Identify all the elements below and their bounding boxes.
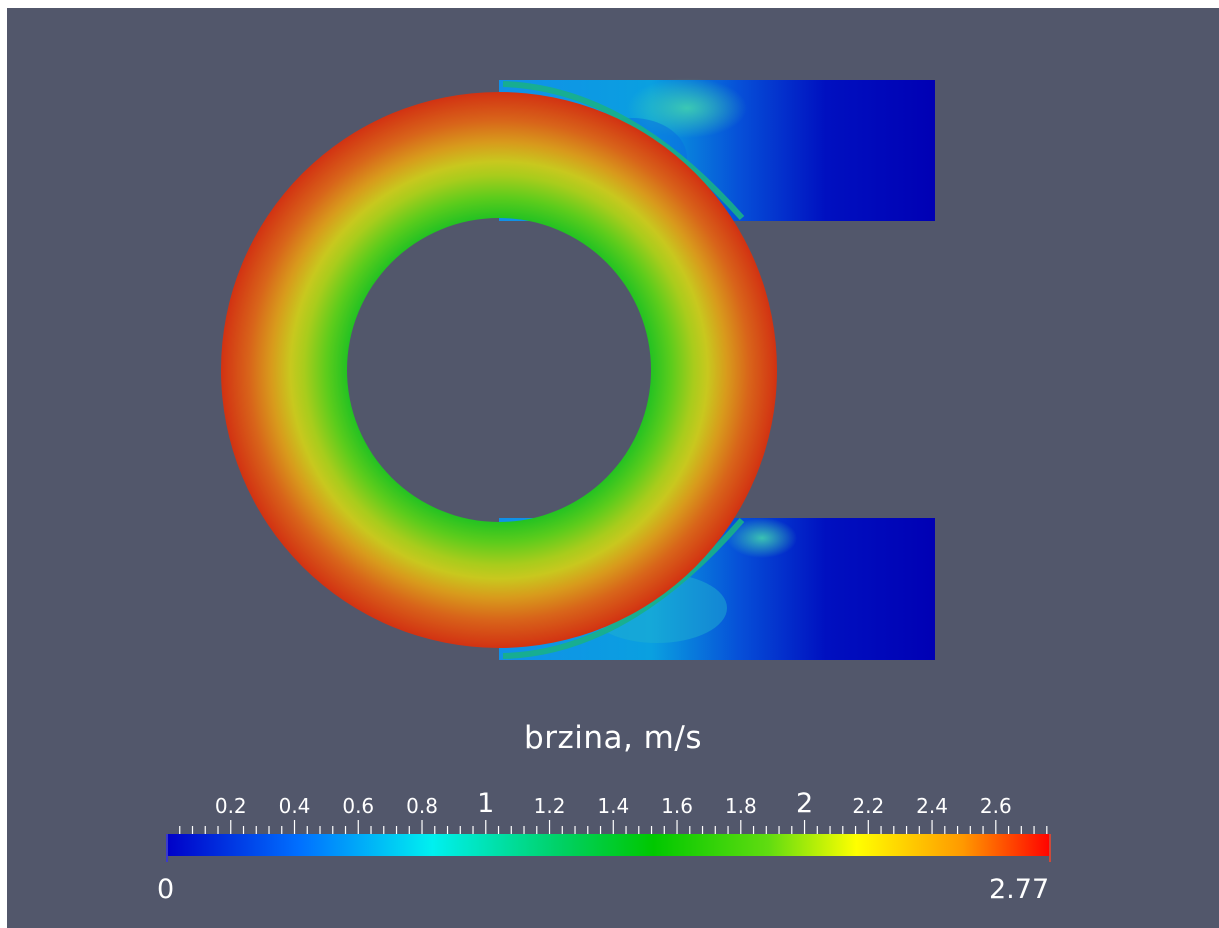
- color-bar-tick-label: 0.4: [278, 794, 311, 818]
- lower-jet-streak: [502, 518, 745, 659]
- color-bar-tick-label: 2: [795, 788, 814, 819]
- velocity-field-plot: [166, 78, 1051, 862]
- color-bar-tick-label: 2.4: [916, 794, 948, 818]
- color-bar-tick-label: 1.4: [597, 794, 630, 818]
- render-viewport[interactable]: brzina, m/s 0.2 0.4 0.6 0.8 1 1.2 1.4 1.6 1.8 2 2.…: [7, 8, 1219, 928]
- color-bar-tick-label: 1.8: [724, 794, 757, 818]
- velocity-ring: [221, 92, 777, 648]
- color-bar-tick-label: 0.2: [214, 794, 247, 818]
- color-bar-tick-label: 0.8: [406, 794, 438, 818]
- color-bar-tick-label: 2.6: [979, 794, 1012, 818]
- color-bar-tick-label: 0.6: [342, 794, 375, 818]
- color-bar-tick-label: 2.2: [852, 794, 885, 818]
- color-bar-min-label: 0: [157, 874, 175, 905]
- color-bar-gradient: [167, 834, 1051, 856]
- color-bar: [166, 820, 1051, 862]
- color-bar-ticks: [179, 820, 1048, 834]
- legend-title: brzina, m/s: [524, 720, 702, 756]
- color-bar-tick-label: 1: [477, 788, 495, 819]
- color-bar-tick-label: 1.6: [661, 794, 693, 818]
- upper-jet-streak: [502, 81, 745, 220]
- color-bar-tick-label: 1.2: [533, 794, 566, 818]
- color-bar-max-label: 2.77: [989, 874, 1050, 905]
